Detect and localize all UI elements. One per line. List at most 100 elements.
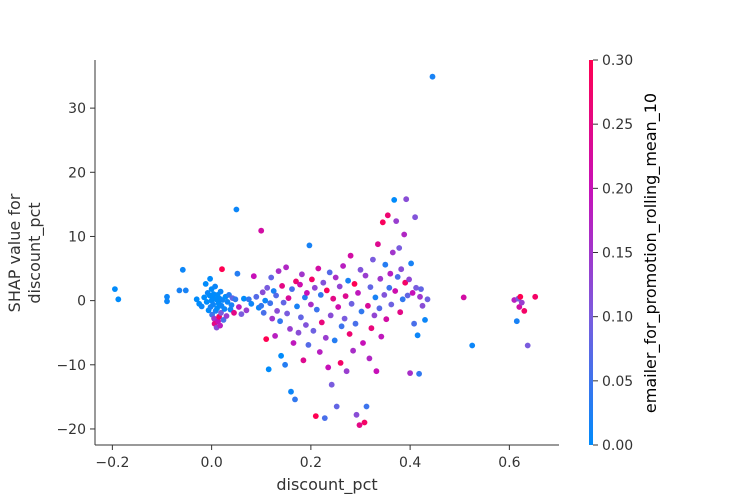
scatter-point <box>217 322 224 329</box>
scatter-point <box>518 299 525 306</box>
scatter-point <box>215 318 222 325</box>
scatter-point <box>328 381 335 388</box>
scatter-point <box>316 349 323 355</box>
scatter-point <box>361 419 368 426</box>
scatter-points <box>112 73 539 428</box>
scatter-point <box>283 264 289 271</box>
scatter-point <box>231 309 237 316</box>
scatter-point <box>112 286 118 292</box>
scatter-point <box>258 302 265 309</box>
scatter-point <box>212 283 219 290</box>
scatter-point <box>264 284 271 291</box>
y-axis-label: SHAP value fordiscount_pct <box>5 193 45 312</box>
scatter-point <box>418 286 424 292</box>
scatter-point <box>352 320 359 327</box>
scatter-point <box>516 304 523 310</box>
scatter-point <box>532 293 539 300</box>
scatter-point <box>217 288 224 295</box>
scatter-point <box>373 368 380 375</box>
scatter-point <box>387 270 394 277</box>
scatter-point <box>323 287 330 294</box>
scatter-point <box>295 329 302 336</box>
x-tick-label: −0.2 <box>95 455 129 471</box>
scatter-point <box>362 272 369 279</box>
scatter-point <box>293 278 299 285</box>
scatter-point <box>393 218 400 225</box>
scatter-point <box>412 214 418 221</box>
scatter-point <box>356 422 363 428</box>
scatter-point <box>347 252 354 259</box>
scatter-point <box>198 303 205 310</box>
scatter-point <box>513 318 520 325</box>
scatter-point <box>285 295 292 301</box>
scatter-point <box>218 309 224 316</box>
scatter-point <box>360 340 366 346</box>
scatter-point <box>259 289 266 296</box>
scatter-point <box>377 275 384 282</box>
scatter-point <box>378 333 385 340</box>
colorbar-tick-label: 0.30 <box>602 53 633 69</box>
scatter-point <box>233 206 240 213</box>
scatter-point <box>363 403 370 410</box>
scatter-point <box>274 308 280 314</box>
scatter-point <box>238 311 245 317</box>
scatter-point <box>340 263 346 269</box>
scatter-point <box>248 300 255 307</box>
scatter-point <box>292 396 298 403</box>
scatter-point <box>279 283 285 289</box>
x-tick-label: 0.0 <box>200 455 222 471</box>
scatter-point <box>368 325 375 332</box>
scatter-point <box>331 337 338 344</box>
scatter-point <box>407 370 413 376</box>
scatter-point <box>298 314 304 321</box>
scatter-point <box>355 290 361 296</box>
scatter-point <box>384 212 391 219</box>
scatter-point <box>333 403 340 410</box>
scatter-point <box>401 231 408 238</box>
scatter-point <box>308 301 314 308</box>
scatter-point <box>341 315 348 322</box>
scatter-point <box>250 273 257 280</box>
scatter-point <box>219 266 225 273</box>
scatter-point <box>403 196 410 203</box>
scatter-point <box>366 355 373 362</box>
scatter-point <box>392 288 399 294</box>
scatter-point <box>370 256 376 263</box>
colorbar-gradient <box>589 60 593 445</box>
scatter-point <box>388 301 395 308</box>
scatter-point <box>115 296 122 303</box>
scatter-point <box>406 276 412 283</box>
scatter-point <box>297 281 303 288</box>
scatter-point <box>469 342 476 349</box>
scatter-point <box>396 245 403 251</box>
scatter-point <box>224 299 231 305</box>
scatter-point <box>202 281 209 287</box>
scatter-point <box>408 260 414 267</box>
scatter-point <box>346 331 353 337</box>
y-tick-label: 10 <box>68 229 86 245</box>
scatter-point <box>236 304 242 310</box>
scatter-point <box>345 277 351 284</box>
scatter-point <box>382 261 389 268</box>
scatter-point <box>351 281 358 287</box>
scatter-point <box>203 299 210 305</box>
scatter-point <box>414 332 421 339</box>
scatter-point <box>176 287 183 294</box>
scatter-point <box>221 306 228 312</box>
axes: −0.2 0.0 0.2 0.4 0.6 −20 −10 0 10 20 30 discount_pc… <box>5 60 559 495</box>
scatter-point <box>343 368 350 375</box>
scatter-point <box>312 413 319 419</box>
scatter-point <box>287 326 293 332</box>
scatter-point <box>303 322 309 328</box>
scatter-point <box>413 284 419 291</box>
scatter-point <box>398 266 405 273</box>
scatter-point <box>350 347 356 354</box>
scatter-point <box>263 336 270 342</box>
scatter-point <box>289 286 295 292</box>
colorbar-tick-label: 0.15 <box>602 246 633 262</box>
scatter-point <box>262 297 269 304</box>
scatter-point <box>409 290 416 296</box>
scatter-point <box>304 290 310 296</box>
scatter-point <box>260 309 267 316</box>
scatter-point <box>179 266 186 273</box>
